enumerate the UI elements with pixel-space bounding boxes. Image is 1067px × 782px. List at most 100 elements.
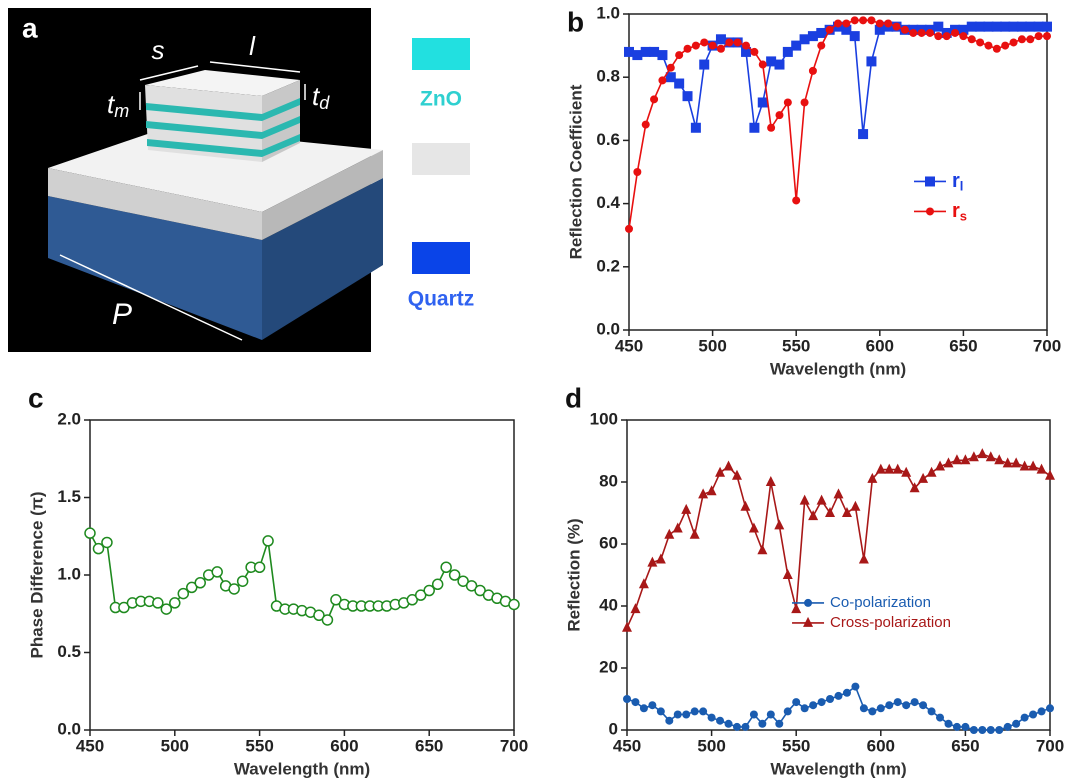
marker — [766, 710, 775, 719]
marker — [1016, 21, 1027, 32]
legend-label: rl — [952, 170, 963, 194]
y-tick-label: 60 — [599, 533, 618, 552]
x-tick-label: 500 — [697, 736, 725, 755]
marker — [936, 713, 945, 722]
marker — [84, 527, 96, 539]
marker — [757, 97, 768, 108]
marker — [757, 544, 768, 555]
y-tick-label: 0.4 — [596, 193, 620, 212]
y-tick-label: 40 — [599, 595, 618, 614]
marker — [431, 578, 444, 591]
marker — [867, 16, 876, 25]
marker — [1034, 32, 1043, 41]
plot-frame — [628, 13, 1048, 331]
marker — [414, 589, 427, 601]
marker — [715, 466, 726, 477]
legend-marker — [925, 176, 935, 187]
marker — [1026, 35, 1035, 44]
marker — [664, 528, 675, 539]
marker — [1025, 21, 1036, 32]
marker — [885, 701, 894, 710]
marker — [672, 522, 683, 533]
marker — [791, 40, 802, 51]
panel-label: b — [567, 6, 584, 37]
marker — [625, 224, 633, 233]
marker — [976, 38, 985, 47]
marker — [715, 34, 726, 45]
x-tick-label: 450 — [613, 736, 641, 755]
y-tick-label: 100 — [590, 409, 618, 428]
marker — [474, 584, 486, 597]
marker — [1002, 457, 1013, 468]
marker — [859, 16, 868, 25]
marker — [1028, 460, 1039, 471]
marker — [909, 28, 918, 37]
marker — [655, 553, 666, 564]
marker — [724, 719, 733, 728]
marker — [253, 561, 266, 573]
y-tick-label: 1.0 — [596, 3, 620, 22]
marker — [508, 598, 520, 611]
marker — [160, 603, 173, 615]
marker — [1003, 722, 1012, 731]
marker — [983, 21, 994, 32]
marker — [690, 122, 701, 133]
marker — [927, 707, 936, 716]
y-tick-label: 0.5 — [57, 642, 81, 661]
x-tick-label: 500 — [161, 736, 189, 755]
marker — [723, 460, 734, 471]
y-axis-title: Reflection Coefficient — [566, 84, 585, 259]
marker — [648, 701, 657, 710]
marker — [741, 46, 752, 57]
marker — [228, 583, 240, 595]
marker — [867, 472, 878, 483]
y-axis-title: Reflection (%) — [564, 518, 583, 631]
marker — [842, 688, 851, 697]
marker — [1043, 32, 1051, 41]
legend-marker — [804, 598, 813, 607]
x-tick-label: 450 — [615, 336, 643, 355]
marker — [650, 95, 659, 104]
material-label: ZnO — [420, 88, 462, 111]
x-tick-label: 450 — [76, 736, 104, 755]
marker — [440, 561, 452, 573]
marker — [750, 47, 759, 56]
marker — [1001, 41, 1010, 50]
marker — [169, 597, 181, 609]
x-tick-label: 550 — [782, 336, 810, 355]
marker — [817, 698, 826, 707]
marker — [706, 485, 717, 496]
stack-top — [145, 70, 300, 96]
x-axis-title: Wavelength (nm) — [234, 759, 370, 778]
marker — [933, 21, 944, 32]
marker — [716, 716, 725, 725]
marker — [749, 710, 758, 719]
marker — [632, 50, 643, 61]
marker — [892, 22, 901, 31]
panel-label: c — [28, 382, 44, 413]
marker — [783, 98, 792, 107]
marker — [92, 542, 105, 555]
y-tick-label: 0.0 — [596, 319, 620, 338]
marker — [1019, 460, 1030, 471]
marker — [893, 698, 902, 707]
marker — [876, 704, 885, 713]
marker — [975, 21, 986, 32]
marker — [152, 597, 164, 609]
silver-top — [48, 128, 383, 212]
marker — [1029, 710, 1038, 719]
x-axis-title: Wavelength (nm) — [770, 359, 906, 378]
marker — [902, 701, 911, 710]
marker — [892, 463, 903, 474]
marker — [732, 722, 741, 731]
marker — [1012, 719, 1021, 728]
marker — [986, 726, 995, 734]
marker — [874, 24, 885, 35]
marker — [448, 569, 461, 581]
marker — [733, 38, 742, 47]
silver-right — [262, 150, 383, 240]
marker — [1046, 704, 1054, 713]
marker — [1008, 21, 1019, 32]
marker — [631, 698, 640, 707]
marker — [783, 707, 792, 716]
